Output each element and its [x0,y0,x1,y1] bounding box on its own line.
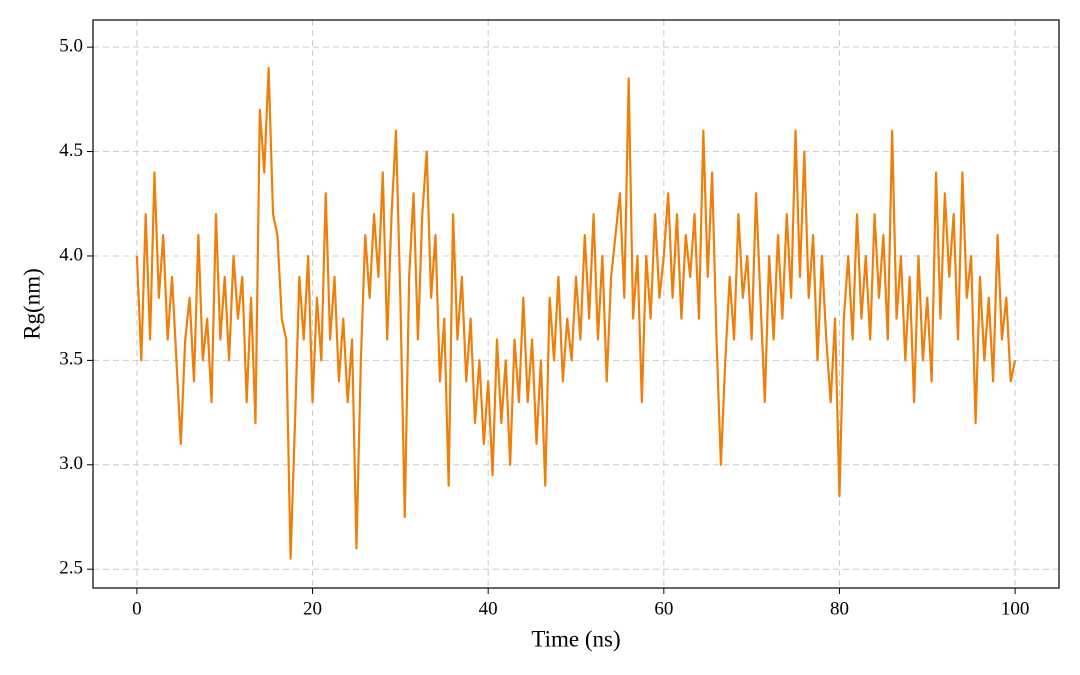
y-tick-label: 4.5 [59,140,83,161]
x-tick-label: 40 [479,598,498,619]
y-tick-label: 2.5 [59,558,83,579]
x-tick-label: 60 [654,598,673,619]
y-tick-label: 5.0 [59,36,83,57]
y-tick-label: 3.0 [59,453,83,474]
y-tick-label: 3.5 [59,349,83,370]
y-axis-label: Rg(nm) [19,268,44,340]
y-tick-label: 4.0 [59,244,83,265]
x-tick-label: 80 [830,598,849,619]
x-axis-label: Time (ns) [531,626,620,651]
data-line [135,66,1017,560]
plot-frame [92,19,1060,589]
x-tick-label: 20 [303,598,322,619]
x-tick-label: 0 [132,598,142,619]
x-tick-label: 100 [1001,598,1030,619]
